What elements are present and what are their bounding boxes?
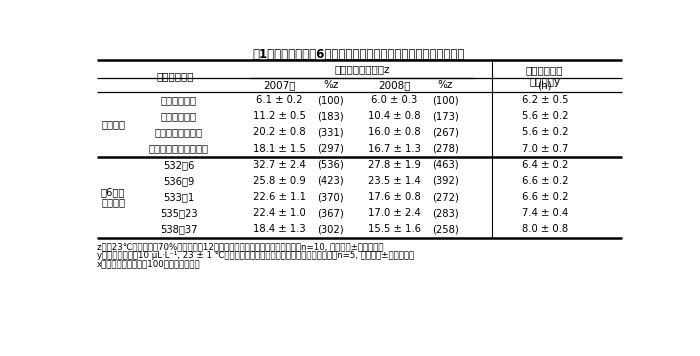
Text: 538－37: 538－37 bbox=[160, 224, 197, 235]
Text: 536－9: 536－9 bbox=[163, 176, 195, 186]
Text: z気温23℃、相対湿度70%、蛍光灯で12時間日長に調節した恒温室内で評価。n=10, 値は平均±標準誤差。: z気温23℃、相対湿度70%、蛍光灯で12時間日長に調節した恒温室内で評価。n=… bbox=[97, 242, 384, 251]
Text: 32.7 ± 2.4: 32.7 ± 2.4 bbox=[253, 160, 306, 170]
Text: 6.6 ± 0.2: 6.6 ± 0.2 bbox=[522, 192, 568, 202]
Text: (331): (331) bbox=[318, 127, 344, 137]
Text: (278): (278) bbox=[432, 143, 459, 153]
Text: 16.0 ± 0.8: 16.0 ± 0.8 bbox=[368, 127, 421, 137]
Text: 8.0 ± 0.8: 8.0 ± 0.8 bbox=[522, 224, 568, 235]
Text: 7.0 ± 0.7: 7.0 ± 0.7 bbox=[522, 143, 568, 153]
Text: サンドローサ: サンドローサ bbox=[161, 111, 197, 121]
Text: (258): (258) bbox=[432, 224, 459, 235]
Text: エチレンへの
反応時間y: エチレンへの 反応時間y bbox=[526, 65, 564, 87]
Text: 23.5 ± 1.4: 23.5 ± 1.4 bbox=[368, 176, 421, 186]
Text: 2008年: 2008年 bbox=[378, 80, 411, 90]
Text: 18.1 ± 1.5: 18.1 ± 1.5 bbox=[253, 143, 306, 153]
Text: 17.6 ± 0.8: 17.6 ± 0.8 bbox=[368, 192, 421, 202]
Text: %z: %z bbox=[323, 80, 339, 90]
Text: (267): (267) bbox=[432, 127, 459, 137]
Text: ミラクルルージュ: ミラクルルージュ bbox=[155, 127, 203, 137]
Text: 6.2 ± 0.5: 6.2 ± 0.5 bbox=[522, 95, 568, 105]
Text: 5.6 ± 0.2: 5.6 ± 0.2 bbox=[522, 127, 568, 137]
Text: (297): (297) bbox=[317, 143, 344, 153]
Text: 11.2 ± 0.5: 11.2 ± 0.5 bbox=[253, 111, 306, 121]
Text: 22.4 ± 1.0: 22.4 ± 1.0 bbox=[253, 208, 306, 218]
Text: ミラクルシンフォニー: ミラクルシンフォニー bbox=[149, 143, 209, 153]
Text: 15.5 ± 1.6: 15.5 ± 1.6 bbox=[368, 224, 421, 235]
Text: 6.6 ± 0.2: 6.6 ± 0.2 bbox=[522, 176, 568, 186]
Text: 535－23: 535－23 bbox=[160, 208, 198, 218]
Text: 6.4 ± 0.2: 6.4 ± 0.2 bbox=[522, 160, 568, 170]
Text: 25.8 ± 0.9: 25.8 ± 0.9 bbox=[253, 176, 306, 186]
Text: 10.4 ± 0.8: 10.4 ± 0.8 bbox=[368, 111, 421, 121]
Text: 第6世代: 第6世代 bbox=[101, 188, 125, 198]
Text: 532－6: 532－6 bbox=[163, 160, 195, 170]
Text: (423): (423) bbox=[318, 176, 344, 186]
Text: 5.6 ± 0.2: 5.6 ± 0.2 bbox=[522, 111, 568, 121]
Text: (183): (183) bbox=[318, 111, 344, 121]
Text: (100): (100) bbox=[432, 95, 459, 105]
Text: 2007年: 2007年 bbox=[263, 80, 296, 90]
Text: 533－1: 533－1 bbox=[163, 192, 195, 202]
Text: (272): (272) bbox=[432, 192, 459, 202]
Text: (367): (367) bbox=[318, 208, 344, 218]
Text: (463): (463) bbox=[432, 160, 459, 170]
Text: yエチレン処理（10 µL·L⁻¹, 23 ± 1 ℃）開始から花弁の萎凋を生じるまでの反応時間。n=5, 値は平均±標準誤差。: yエチレン処理（10 µL·L⁻¹, 23 ± 1 ℃）開始から花弁の萎凋を生じ… bbox=[97, 251, 414, 260]
Text: 16.7 ± 1.3: 16.7 ± 1.3 bbox=[368, 143, 421, 153]
Text: 花持ち日数（日）z: 花持ち日数（日）z bbox=[335, 64, 391, 74]
Text: 選抜系統: 選抜系統 bbox=[101, 197, 125, 207]
Text: (370): (370) bbox=[318, 192, 344, 202]
Text: %z: %z bbox=[438, 80, 453, 90]
Text: (283): (283) bbox=[432, 208, 459, 218]
Text: 対照品種: 対照品種 bbox=[101, 119, 125, 129]
Text: 表1　対照品種、第6世代選抜系統の花持ち日数とエチレン感受性: 表1 対照品種、第6世代選抜系統の花持ち日数とエチレン感受性 bbox=[253, 48, 465, 61]
Text: (536): (536) bbox=[318, 160, 344, 170]
Text: 6.0 ± 0.3: 6.0 ± 0.3 bbox=[371, 95, 417, 105]
Text: 22.6 ± 1.1: 22.6 ± 1.1 bbox=[253, 192, 306, 202]
Text: 27.8 ± 1.9: 27.8 ± 1.9 bbox=[368, 160, 421, 170]
Text: (392): (392) bbox=[432, 176, 459, 186]
Text: 17.0 ± 2.4: 17.0 ± 2.4 bbox=[368, 208, 421, 218]
Text: (173): (173) bbox=[432, 111, 459, 121]
Text: 18.4 ± 1.3: 18.4 ± 1.3 bbox=[253, 224, 306, 235]
Text: 6.1 ± 0.2: 6.1 ± 0.2 bbox=[256, 95, 303, 105]
Text: ホワイトシム: ホワイトシム bbox=[161, 95, 197, 105]
Text: 20.2 ± 0.8: 20.2 ± 0.8 bbox=[253, 127, 306, 137]
Text: (100): (100) bbox=[318, 95, 344, 105]
Text: 7.4 ± 0.4: 7.4 ± 0.4 bbox=[522, 208, 568, 218]
Text: (h): (h) bbox=[538, 80, 552, 90]
Text: (302): (302) bbox=[318, 224, 344, 235]
Text: 品種・系統名: 品種・系統名 bbox=[156, 71, 194, 81]
Text: x「ホワイトシム」を100とした相対値。: x「ホワイトシム」を100とした相対値。 bbox=[97, 259, 200, 268]
